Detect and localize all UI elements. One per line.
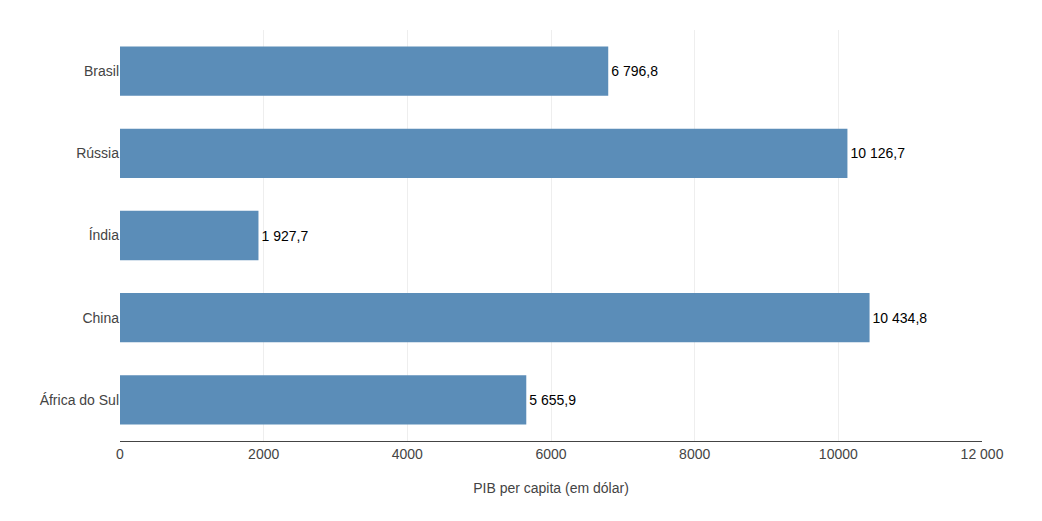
svg-text:10000: 10000	[819, 446, 858, 462]
svg-text:Rússia: Rússia	[76, 145, 119, 161]
svg-text:PIB per capita (em dólar): PIB per capita (em dólar)	[473, 480, 629, 496]
svg-text:12 000: 12 000	[961, 446, 1004, 462]
svg-text:4000: 4000	[392, 446, 423, 462]
svg-text:5 655,9: 5 655,9	[529, 392, 576, 408]
svg-text:China: China	[82, 310, 119, 326]
svg-text:1 927,7: 1 927,7	[261, 228, 308, 244]
svg-text:Brasil: Brasil	[84, 63, 119, 79]
svg-text:0: 0	[116, 446, 124, 462]
svg-text:10 126,7: 10 126,7	[850, 145, 905, 161]
svg-text:10 434,8: 10 434,8	[873, 310, 928, 326]
svg-text:África do Sul: África do Sul	[40, 392, 119, 408]
svg-text:Índia: Índia	[89, 227, 120, 243]
svg-text:2000: 2000	[248, 446, 279, 462]
svg-text:6000: 6000	[535, 446, 566, 462]
svg-text:6 796,8: 6 796,8	[611, 63, 658, 79]
svg-text:8000: 8000	[679, 446, 710, 462]
